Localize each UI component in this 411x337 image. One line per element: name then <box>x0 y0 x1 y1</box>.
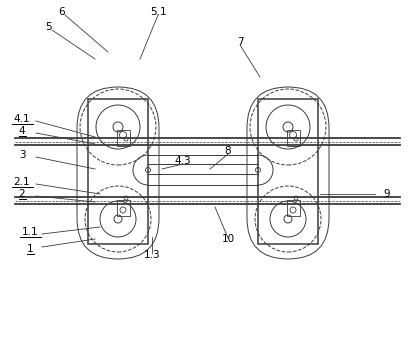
Bar <box>117 200 130 216</box>
Text: 6: 6 <box>59 7 65 17</box>
Bar <box>258 99 318 244</box>
Text: 1.1: 1.1 <box>22 227 38 237</box>
Text: 1: 1 <box>27 244 33 254</box>
Text: 4.1: 4.1 <box>14 114 30 124</box>
Bar <box>287 130 300 146</box>
Text: 5: 5 <box>45 22 51 32</box>
Text: 4: 4 <box>18 126 25 136</box>
Text: 4.3: 4.3 <box>175 156 191 166</box>
Bar <box>88 99 148 244</box>
Text: 2: 2 <box>18 189 25 199</box>
Bar <box>287 200 300 216</box>
Text: 5.1: 5.1 <box>150 7 166 17</box>
Text: 7: 7 <box>237 37 243 47</box>
Text: 10: 10 <box>222 234 235 244</box>
Text: 2.1: 2.1 <box>14 177 30 187</box>
Text: 1.3: 1.3 <box>144 250 160 260</box>
Text: 3: 3 <box>18 150 25 160</box>
Bar <box>117 130 130 146</box>
Text: 9: 9 <box>384 189 390 199</box>
Text: 8: 8 <box>225 146 231 156</box>
